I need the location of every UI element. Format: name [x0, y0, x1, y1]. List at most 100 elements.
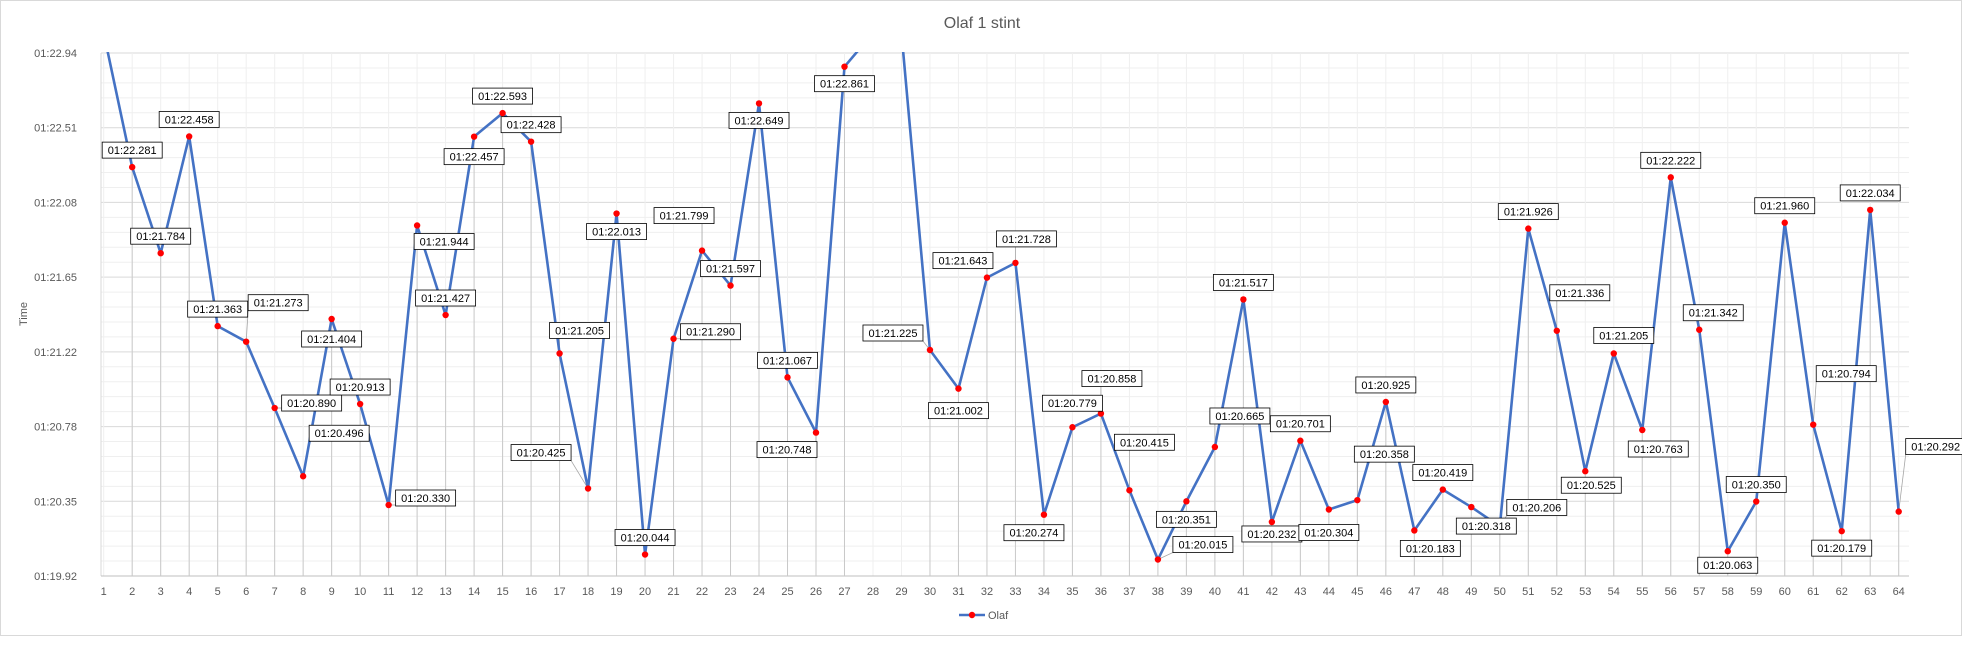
data-point [1582, 468, 1589, 475]
data-label-box [1497, 203, 1559, 221]
data-point [1895, 508, 1902, 515]
data-label-box [413, 233, 475, 250]
y-tick-label: 01:20.78 [34, 422, 77, 434]
data-label-box [1811, 539, 1873, 557]
x-tick-label: 14 [468, 586, 480, 598]
x-tick-label: 34 [1038, 586, 1050, 598]
data-point [1069, 424, 1076, 431]
x-tick-label: 17 [553, 586, 565, 598]
data-label-box [1298, 524, 1360, 541]
data-point [1724, 548, 1731, 555]
legend: Olaf [959, 610, 1009, 622]
data-label: 01:21.960 [1754, 197, 1816, 215]
data-label-text: 01:20.350 [1732, 480, 1781, 492]
x-tick-label: 49 [1465, 586, 1477, 598]
data-label-box [1412, 464, 1474, 481]
x-tick-label: 19 [610, 586, 622, 598]
data-point [1439, 486, 1447, 493]
x-tick-label: 30 [924, 586, 936, 598]
data-label-text: 01:22.457 [450, 152, 499, 164]
data-label-box [1081, 370, 1143, 387]
x-tick-label: 23 [724, 586, 736, 598]
data-label-text: 01:21.205 [1599, 330, 1648, 342]
data-label-text: 01:20.358 [1360, 449, 1409, 461]
data-point [613, 210, 620, 217]
data-point [1354, 496, 1361, 504]
data-label-text: 01:21.002 [934, 406, 983, 418]
data-point [527, 138, 535, 145]
data-label: 01:21.517 [1212, 274, 1274, 291]
data-label-text: 01:20.304 [1304, 527, 1353, 539]
x-tick-label: 47 [1408, 586, 1420, 598]
x-tick-label: 60 [1779, 586, 1791, 598]
data-label-text: 01:20.419 [1418, 468, 1467, 480]
data-label: 01:20.330 [395, 489, 457, 507]
data-point [1183, 498, 1190, 505]
data-label-text: 01:20.496 [315, 428, 364, 440]
data-label: 01:21.728 [996, 230, 1057, 248]
data-label-box [308, 424, 370, 442]
data-label-box [1209, 407, 1271, 425]
data-point [1667, 174, 1674, 181]
data-label: 01:20.425 [510, 444, 572, 461]
data-label-box [928, 402, 989, 420]
data-label: 01:21.926 [1497, 203, 1559, 221]
data-label-text: 01:20.701 [1276, 419, 1325, 431]
data-point [584, 485, 592, 492]
data-point [926, 346, 934, 354]
data-label-text: 01:20.925 [1361, 380, 1410, 392]
data-point [698, 247, 706, 254]
data-label-text: 01:20.351 [1162, 514, 1211, 526]
data-label-box [1682, 304, 1744, 322]
data-point [1696, 326, 1703, 333]
data-label-box [757, 351, 818, 369]
data-point [1838, 527, 1845, 535]
data-point [556, 350, 563, 357]
x-tick-label: 21 [667, 586, 679, 598]
x-axis-ticks: 1 2 3 4 5 6 7 8 9 10 11 12 13 14 15 16 17 18 19 20 21 22 23 24 2… [101, 586, 1905, 598]
data-label-text: 01:20.890 [287, 398, 336, 410]
data-label-text: 01:20.779 [1048, 398, 1097, 410]
x-tick-label: 31 [952, 586, 964, 598]
data-label-box [1269, 415, 1331, 433]
x-tick-label: 59 [1750, 586, 1762, 598]
data-label-text: 01:21.067 [763, 355, 812, 367]
data-label: 01:20.274 [1003, 524, 1065, 542]
x-tick-label: 43 [1294, 586, 1306, 598]
data-label-text: 01:20.318 [1462, 521, 1511, 533]
data-label: 01:22.593 [472, 87, 533, 105]
data-label: 01:21.799 [653, 207, 715, 224]
data-label: 01:21.205 [549, 322, 610, 339]
data-label-text: 01:21.427 [421, 293, 470, 305]
data-point [1325, 506, 1333, 513]
data-point [1810, 421, 1817, 428]
x-tick-label: 51 [1522, 586, 1534, 598]
gridlines [100, 52, 1909, 577]
x-tick-label: 18 [582, 586, 594, 598]
x-tick-label: 15 [496, 586, 508, 598]
x-tick-label: 41 [1237, 586, 1249, 598]
x-tick-label: 55 [1636, 586, 1648, 598]
x-tick-label: 5 [215, 586, 221, 598]
data-label-box [1815, 365, 1877, 383]
data-point [328, 315, 335, 323]
data-point [1867, 206, 1874, 214]
data-point [413, 222, 421, 229]
data-label-text: 01:21.944 [420, 236, 469, 248]
data-label-box [1042, 394, 1103, 412]
data-label: 01:21.205 [1593, 327, 1655, 344]
data-label-box [1839, 184, 1901, 202]
data-label-text: 01:20.748 [763, 445, 812, 457]
data-label-box [614, 529, 676, 546]
data-label-box [158, 111, 220, 128]
x-tick-label: 16 [525, 586, 537, 598]
x-tick-label: 61 [1807, 586, 1819, 598]
data-label: 01:20.890 [281, 394, 343, 412]
data-label-text: 01:22.458 [165, 114, 214, 126]
data-label: 01:21.002 [928, 402, 989, 420]
x-tick-label: 53 [1579, 586, 1591, 598]
data-point [784, 374, 791, 381]
data-label-leader [1812, 381, 1817, 425]
data-label-box [101, 141, 163, 159]
data-label: 01:22.861 [814, 75, 875, 93]
